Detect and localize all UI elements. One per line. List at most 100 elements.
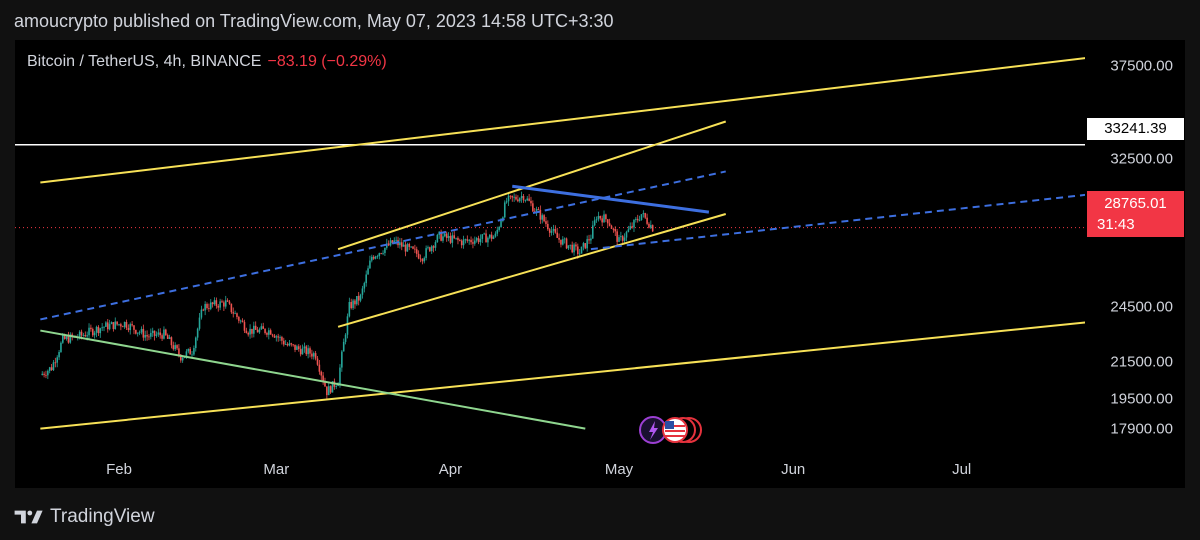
candle[interactable] [496,229,499,234]
candle[interactable] [440,231,442,241]
candle[interactable] [603,214,605,223]
candle[interactable] [303,346,306,349]
candle[interactable] [532,203,534,212]
candle[interactable] [548,229,551,233]
candle[interactable] [239,320,242,322]
candle[interactable] [54,362,57,364]
candle[interactable] [297,346,300,350]
candle[interactable] [131,324,133,326]
candle[interactable] [191,354,193,356]
candle[interactable] [198,317,201,329]
candle[interactable] [82,335,85,336]
candle[interactable] [537,209,540,210]
candle[interactable] [125,321,128,328]
candle[interactable] [430,246,433,252]
candle[interactable] [606,219,609,224]
candle[interactable] [434,242,437,248]
candle[interactable] [492,236,495,239]
candle[interactable] [78,331,81,338]
candle[interactable] [168,337,171,339]
candle[interactable] [350,301,353,309]
candle[interactable] [108,324,111,330]
candle[interactable] [282,340,285,345]
candle[interactable] [241,320,244,323]
candle[interactable] [45,374,47,376]
candle[interactable] [101,327,103,329]
candle[interactable] [584,243,587,249]
candle[interactable] [80,331,83,336]
candle[interactable] [633,219,635,228]
candle[interactable] [127,327,130,331]
candle[interactable] [547,223,549,230]
candle[interactable] [575,244,577,247]
candle[interactable] [260,326,263,330]
candle[interactable] [638,219,641,221]
candle[interactable] [468,239,470,241]
candle[interactable] [288,343,291,346]
trend-line-descending-resistance[interactable] [512,184,710,214]
candle[interactable] [256,329,259,333]
candle[interactable] [166,335,169,339]
candle[interactable] [238,317,240,321]
candle[interactable] [593,220,596,226]
candle[interactable] [146,335,148,337]
candle[interactable] [247,333,250,335]
candle[interactable] [230,303,233,313]
candle[interactable] [545,221,547,224]
candle[interactable] [490,234,493,239]
candle[interactable] [339,367,341,385]
candle[interactable] [165,329,167,336]
candle[interactable] [60,342,62,353]
candle[interactable] [170,337,173,346]
candle[interactable] [281,337,283,341]
candle[interactable] [367,268,369,275]
candle[interactable] [309,348,311,354]
candle[interactable] [517,199,519,202]
candle[interactable] [69,334,72,343]
candle[interactable] [208,308,210,309]
candle[interactable] [232,312,235,314]
candle[interactable] [331,381,334,393]
candle[interactable] [488,234,491,238]
candle[interactable] [136,332,139,334]
candle[interactable] [562,239,564,245]
candle[interactable] [243,322,246,331]
candle[interactable] [121,326,124,328]
trend-line-lower-long-channel[interactable] [40,321,1085,430]
candle[interactable] [371,256,373,261]
candle[interactable] [399,242,401,246]
candle[interactable] [631,226,633,228]
candle[interactable] [223,302,225,307]
candle[interactable] [296,346,298,350]
candle[interactable] [307,348,309,355]
candle[interactable] [455,237,457,239]
candle[interactable] [43,373,45,375]
candle[interactable] [84,335,87,337]
candle[interactable] [161,335,163,339]
candle[interactable] [357,296,360,301]
candle[interactable] [515,196,517,200]
candle[interactable] [627,229,630,232]
candle[interactable] [97,326,100,334]
candle[interactable] [221,301,223,303]
candle[interactable] [217,305,220,308]
candle[interactable] [466,239,469,241]
candle[interactable] [90,327,92,330]
candle[interactable] [271,334,274,336]
candle[interactable] [597,216,600,220]
candle[interactable] [511,195,514,198]
chart-pane[interactable]: Bitcoin / TetherUS, 4h, BINANCE −83.19 (−… [15,40,1085,488]
candle[interactable] [449,235,452,243]
candle[interactable] [429,247,431,252]
candle[interactable] [485,233,487,243]
price-chart[interactable] [15,40,1085,488]
candle[interactable] [91,329,94,336]
candle[interactable] [582,243,585,247]
candle[interactable] [65,336,68,339]
candle[interactable] [444,233,446,237]
candle[interactable] [558,237,560,240]
candle[interactable] [580,246,583,254]
candle[interactable] [526,198,529,201]
candle[interactable] [550,230,553,233]
candle[interactable] [635,218,637,220]
